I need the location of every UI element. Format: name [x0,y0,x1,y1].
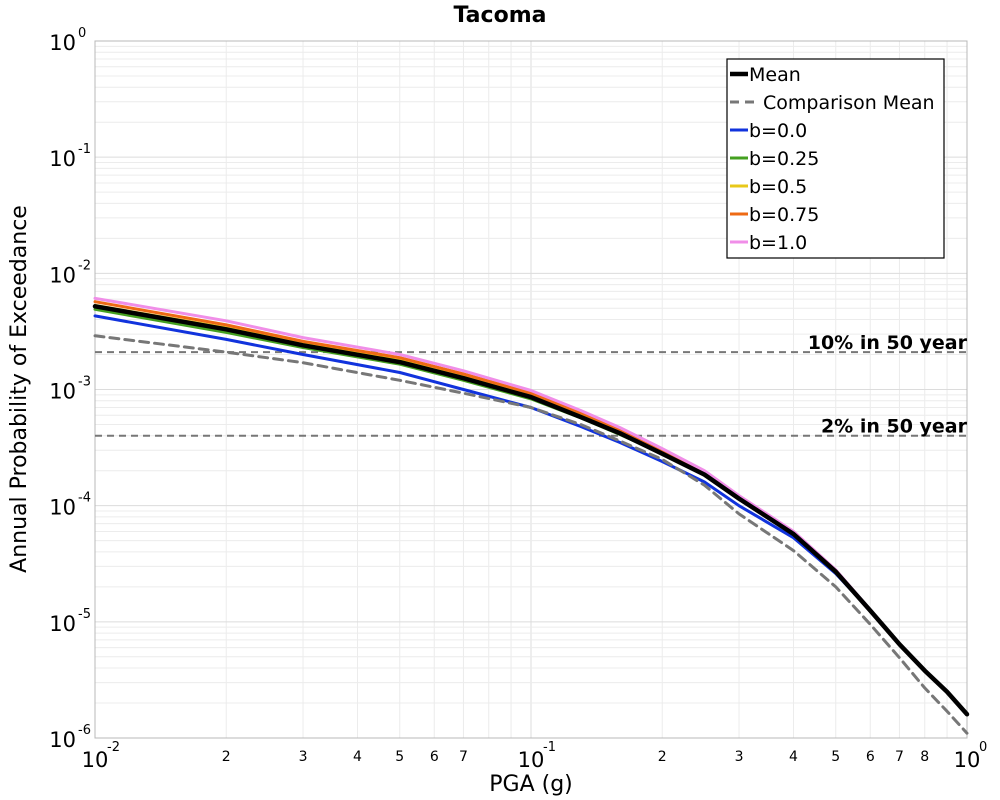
x-tick-label-minor-4: 5 [395,749,404,765]
reference-line-label-2: 2% in 50 year [821,416,968,438]
x-tick-label-major-1: 10 [82,748,109,772]
x-tick-label-minor-10: 5 [831,749,840,765]
legend: Mean Comparison Mean b=0.0 b=0.25 b=0.5 b=0.7… [726,58,945,259]
x-tick-label-minor-5: 6 [430,749,439,765]
y-tick-label-4: 10 [49,380,76,404]
y-tick-label-6: 10 [49,612,76,636]
y-axis-label: Annual Probability of Exceedance [7,205,32,573]
x-tick-label-minor-1: 2 [222,749,231,765]
x-axis-label: PGA (g) [489,772,573,797]
plot-area-frame [94,40,968,739]
legend-label-3: b=0.0 [749,120,807,142]
y-tick-exponent-3: -2 [78,258,91,273]
legend-label-7: b=1.0 [749,232,807,254]
legend-label-2: Comparison Mean [763,92,935,114]
x-tick-label-minor-11: 6 [866,749,875,765]
x-tick-exponent-1: -2 [107,740,120,755]
reference-lines: 10% in 50 year 2% in 50 year [95,332,968,438]
x-tick-label-minor-6: 7 [459,749,468,765]
x-tick-label-minor-7: 2 [658,749,667,765]
legend-box [726,58,945,259]
y-tick-label-3: 10 [49,263,76,287]
x-tick-label-minor-2: 3 [299,749,308,765]
x-tick-label-minor-12: 7 [895,749,904,765]
legend-label-5: b=0.5 [749,176,807,198]
y-tick-exponent-1: 0 [78,26,86,41]
y-tick-label-7: 10 [49,728,76,752]
y-tick-exponent-4: -3 [78,375,91,390]
x-tick-label-minor-9: 4 [789,749,798,765]
y-tick-exponent-2: -1 [78,142,91,157]
y-tick-label-5: 10 [49,496,76,520]
x-tick-label-minor-13: 8 [920,749,929,765]
series-lines [92,296,970,735]
y-tick-exponent-7: -6 [78,723,91,738]
y-tick-label-2: 10 [49,147,76,171]
x-tick-label-minor-3: 4 [353,749,362,765]
legend-label-6: b=0.75 [749,204,819,226]
reference-line-label-1: 10% in 50 year [808,332,968,354]
series-line-comparison-mean [93,334,969,735]
x-tick-label-minor-8: 3 [735,749,744,765]
x-tick-exponent-2: -1 [543,740,556,755]
y-tick-label-1: 10 [49,31,76,55]
legend-label-1: Mean [749,64,801,86]
y-tick-exponent-5: -4 [78,491,91,506]
x-tick-exponent-3: 0 [979,740,987,755]
x-tick-label-major-3: 10 [954,748,981,772]
series-line-mean [92,304,970,717]
y-tick-exponent-6: -5 [78,607,91,622]
x-tick-label-major-2: 10 [518,748,545,772]
chart-title: Tacoma [454,3,547,28]
legend-label-4: b=0.25 [749,148,819,170]
